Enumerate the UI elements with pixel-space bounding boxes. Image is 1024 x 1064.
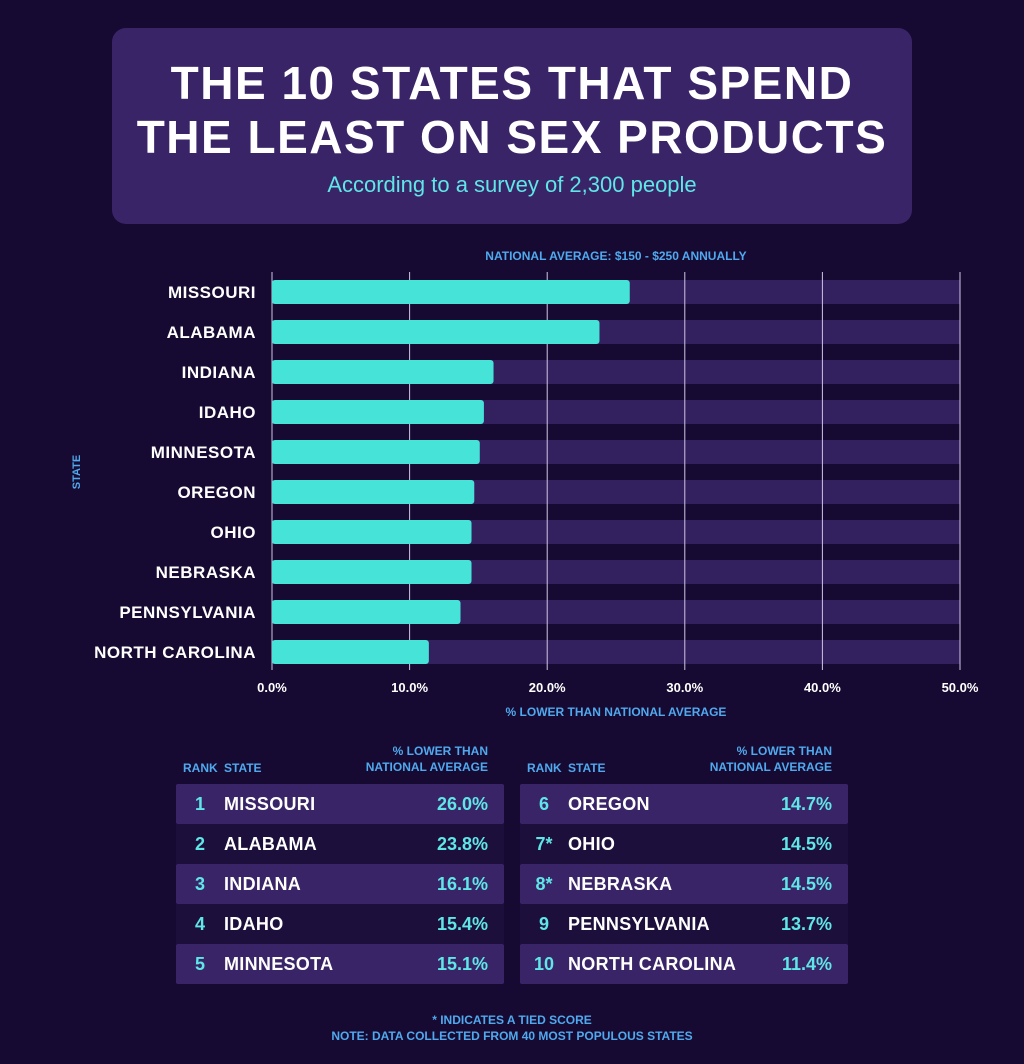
x-tick-label: 50.0%	[942, 680, 979, 695]
rank-cell: 4	[194, 914, 205, 934]
table-row: 3 INDIANA 16.1%	[176, 864, 504, 904]
table-row: 5 MINNESOTA 15.1%	[176, 944, 504, 984]
pct-cell: 11.4%	[781, 954, 832, 974]
pct-header-line-2: NATIONAL AVERAGE	[365, 760, 488, 774]
rank-cell: 5	[194, 954, 205, 974]
x-tick-label: 40.0%	[804, 680, 841, 695]
pct-cell: 14.5%	[780, 834, 832, 854]
table-row: 6 OREGON 14.7%	[520, 784, 848, 824]
state-cell: NEBRASKA	[568, 874, 673, 894]
x-tick-label: 0.0%	[257, 680, 287, 695]
category-label: PENNSYLVANIA	[119, 603, 256, 622]
pct-header-line-2: NATIONAL AVERAGE	[709, 760, 832, 774]
pct-cell: 15.1%	[436, 954, 488, 974]
bar-ohio	[272, 520, 472, 544]
x-axis-label: % LOWER THAN NATIONAL AVERAGE	[506, 705, 727, 719]
state-cell: PENNSYLVANIA	[568, 914, 710, 934]
rank-cell: 2	[194, 834, 205, 854]
title-line-2: THE LEAST ON SEX PRODUCTS	[136, 111, 888, 163]
chart-title: THE 10 STATES THAT SPEND THE LEAST ON SE…	[112, 28, 912, 164]
chart-subtitle: According to a survey of 2,300 people	[327, 172, 697, 197]
rank-cell: 8*	[535, 874, 553, 894]
bar-missouri	[272, 280, 630, 304]
bar-idaho	[272, 400, 484, 424]
tie-footnote: * INDICATES A TIED SCORE	[432, 1013, 592, 1027]
pct-column-header: % LOWER THAN NATIONAL AVERAGE	[710, 743, 832, 775]
pct-cell: 16.1%	[436, 874, 488, 894]
bar-alabama	[272, 320, 600, 344]
category-label: ALABAMA	[167, 323, 256, 342]
x-tick-label: 10.0%	[391, 680, 428, 695]
table-row: 8* NEBRASKA 14.5%	[520, 864, 848, 904]
x-tick-label: 30.0%	[666, 680, 703, 695]
rank-column-header: RANK	[527, 761, 562, 775]
pct-cell: 13.7%	[780, 914, 832, 934]
category-label: OREGON	[177, 483, 256, 502]
pct-cell: 26.0%	[436, 794, 488, 814]
x-tick-label: 20.0%	[529, 680, 566, 695]
ranking-table-left: RANK STATE % LOWER THAN NATIONAL AVERAGE 1 MI…	[176, 744, 504, 984]
state-column-header: STATE	[224, 761, 262, 775]
national-average-annotation: NATIONAL AVERAGE: $150 - $250 ANNUALLY	[485, 249, 746, 263]
state-cell: OREGON	[568, 794, 650, 814]
table-row: 7* OHIO 14.5%	[520, 824, 848, 864]
state-cell: INDIANA	[224, 874, 302, 894]
pct-cell: 14.5%	[780, 874, 832, 894]
category-label: MINNESOTA	[151, 443, 256, 462]
state-cell: MINNESOTA	[224, 954, 334, 974]
table-row: 10 NORTH CAROLINA 11.4%	[520, 944, 848, 984]
state-column-header: STATE	[568, 761, 606, 775]
pct-cell: 14.7%	[780, 794, 832, 814]
table-header: RANK STATE % LOWER THAN NATIONAL AVERAGE	[520, 744, 848, 784]
category-label: IDAHO	[199, 403, 256, 422]
title-line-1: THE 10 STATES THAT SPEND	[170, 57, 854, 109]
pct-header-line-1: % LOWER THAN	[736, 744, 832, 758]
table-row: 9 PENNSYLVANIA 13.7%	[520, 904, 848, 944]
rank-cell: 6	[538, 794, 549, 814]
footnotes: * INDICATES A TIED SCORE NOTE: DATA COLL…	[0, 1012, 1024, 1044]
title-panel: THE 10 STATES THAT SPEND THE LEAST ON SE…	[112, 28, 912, 224]
table-header: RANK STATE % LOWER THAN NATIONAL AVERAGE	[176, 744, 504, 784]
table-row: 1 MISSOURI 26.0%	[176, 784, 504, 824]
state-cell: IDAHO	[224, 914, 284, 934]
bar-north-carolina	[272, 640, 429, 664]
pct-column-header: % LOWER THAN NATIONAL AVERAGE	[366, 743, 488, 775]
bar-nebraska	[272, 560, 472, 584]
state-cell: OHIO	[568, 834, 616, 854]
category-label: OHIO	[211, 523, 256, 542]
rank-cell: 7*	[535, 834, 553, 854]
rank-cell: 9	[538, 914, 549, 934]
state-cell: MISSOURI	[224, 794, 316, 814]
bar-indiana	[272, 360, 494, 384]
state-cell: ALABAMA	[224, 834, 318, 854]
table-row: 2 ALABAMA 23.8%	[176, 824, 504, 864]
y-axis-label: STATE	[71, 455, 83, 489]
bar-pennsylvania	[272, 600, 461, 624]
rank-column-header: RANK	[183, 761, 218, 775]
bar-chart: MISSOURI ALABAMA INDIANA IDAHO MINNESOTA OREG…	[71, 249, 979, 719]
ranking-table-right: RANK STATE % LOWER THAN NATIONAL AVERAGE 6 OR…	[520, 744, 848, 984]
bar-oregon	[272, 480, 475, 504]
pct-cell: 15.4%	[436, 914, 488, 934]
state-cell: NORTH CAROLINA	[568, 954, 737, 974]
pct-cell: 23.8%	[436, 834, 488, 854]
rank-cell: 10	[533, 954, 555, 974]
category-label: MISSOURI	[168, 283, 256, 302]
table-row: 4 IDAHO 15.4%	[176, 904, 504, 944]
rank-cell: 1	[194, 794, 205, 814]
data-note: NOTE: DATA COLLECTED FROM 40 MOST POPULO…	[331, 1029, 693, 1043]
pct-header-line-1: % LOWER THAN	[392, 744, 488, 758]
category-label: NORTH CAROLINA	[94, 643, 256, 662]
rank-cell: 3	[194, 874, 205, 894]
bar-minnesota	[272, 440, 480, 464]
category-label: INDIANA	[182, 363, 256, 382]
ranking-tables: RANK STATE % LOWER THAN NATIONAL AVERAGE 1 MI…	[176, 744, 848, 994]
category-label: NEBRASKA	[156, 563, 256, 582]
